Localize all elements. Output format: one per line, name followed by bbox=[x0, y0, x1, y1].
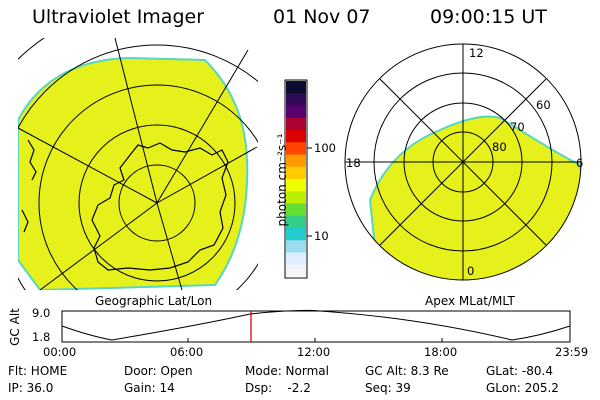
colorbar-swatch bbox=[286, 142, 306, 156]
antarctica-coastline bbox=[91, 142, 229, 271]
date-label: 01 Nov 07 bbox=[273, 6, 371, 28]
altitude-ymax: 9.0 bbox=[32, 306, 51, 320]
colorbar-swatch bbox=[286, 179, 306, 192]
latitude-circles bbox=[18, 38, 258, 290]
colorbar-swatch bbox=[286, 252, 306, 266]
info-gc-alt: GC Alt: 8.3 Re bbox=[365, 364, 449, 378]
colorbar-unit-label: photon cm⁻²s⁻¹ bbox=[275, 133, 289, 227]
altitude-curve bbox=[61, 309, 571, 341]
info-gain: Gain: 14 bbox=[124, 381, 175, 395]
apex-panel-caption: Apex MLat/MLT bbox=[425, 294, 515, 308]
peninsula-coastline bbox=[21, 139, 37, 233]
colorbar-swatch bbox=[286, 130, 306, 143]
geo-panel-caption: Geographic Lat/Lon bbox=[95, 294, 213, 308]
info-glon: GLon: 205.2 bbox=[486, 381, 559, 395]
mlat-label-80: 80 bbox=[492, 140, 507, 154]
colorbar-tick-100: 100 bbox=[314, 141, 336, 155]
colorbar-tick-10: 10 bbox=[314, 229, 329, 243]
mlat-label-70: 70 bbox=[510, 120, 525, 134]
apex-polar-panel bbox=[344, 43, 582, 281]
time-label: 09:00:15 UT bbox=[430, 6, 547, 28]
info-flt: Flt: HOME bbox=[8, 364, 68, 378]
mlt-label-0: 0 bbox=[467, 264, 475, 278]
colorbar-swatch bbox=[286, 240, 306, 254]
time-tick-0000: 00:00 bbox=[43, 345, 77, 359]
info-mode: Mode: Normal bbox=[245, 364, 329, 378]
apex-emission-region bbox=[368, 115, 581, 280]
info-dsp: Dsp: -2.2 bbox=[245, 381, 311, 395]
colorbar-swatch bbox=[286, 191, 306, 205]
colorbar-swatch bbox=[286, 203, 306, 217]
mlt-spokes bbox=[345, 44, 581, 280]
colorbar-swatch bbox=[286, 264, 306, 278]
colorbar-swatch bbox=[286, 215, 306, 229]
colorbar-swatch bbox=[286, 228, 306, 241]
colorbar-swatch bbox=[286, 81, 306, 94]
colorbar-swatch bbox=[286, 105, 306, 119]
info-glat: GLat: -80.4 bbox=[486, 364, 553, 378]
mlt-label-12: 12 bbox=[469, 46, 484, 60]
info-seq: Seq: 39 bbox=[365, 381, 411, 395]
info-door: Door: Open bbox=[124, 364, 193, 378]
time-tick-1800: 18:00 bbox=[424, 345, 458, 359]
mlt-label-18: 18 bbox=[346, 156, 361, 170]
time-tick-0600: 06:00 bbox=[170, 345, 204, 359]
info-ip: IP: 36.0 bbox=[8, 381, 54, 395]
mlat-label-60: 60 bbox=[536, 98, 551, 112]
longitude-lines bbox=[18, 38, 258, 290]
colorbar-swatch bbox=[286, 117, 306, 131]
altitude-ylabel: GC Alt bbox=[8, 308, 22, 346]
colorbar bbox=[284, 79, 312, 279]
instrument-title: Ultraviolet Imager bbox=[32, 6, 205, 28]
colorbar-swatch bbox=[286, 166, 306, 180]
colorbar-swatch bbox=[286, 154, 306, 168]
time-tick-1200: 12:00 bbox=[297, 345, 331, 359]
altitude-ymin: 1.8 bbox=[32, 330, 51, 344]
altitude-plot bbox=[61, 309, 571, 343]
time-tick-2359: 23:59 bbox=[555, 345, 589, 359]
colorbar-swatch bbox=[286, 93, 306, 107]
mlt-label-6: 6 bbox=[576, 156, 584, 170]
geographic-image-panel bbox=[18, 38, 258, 290]
